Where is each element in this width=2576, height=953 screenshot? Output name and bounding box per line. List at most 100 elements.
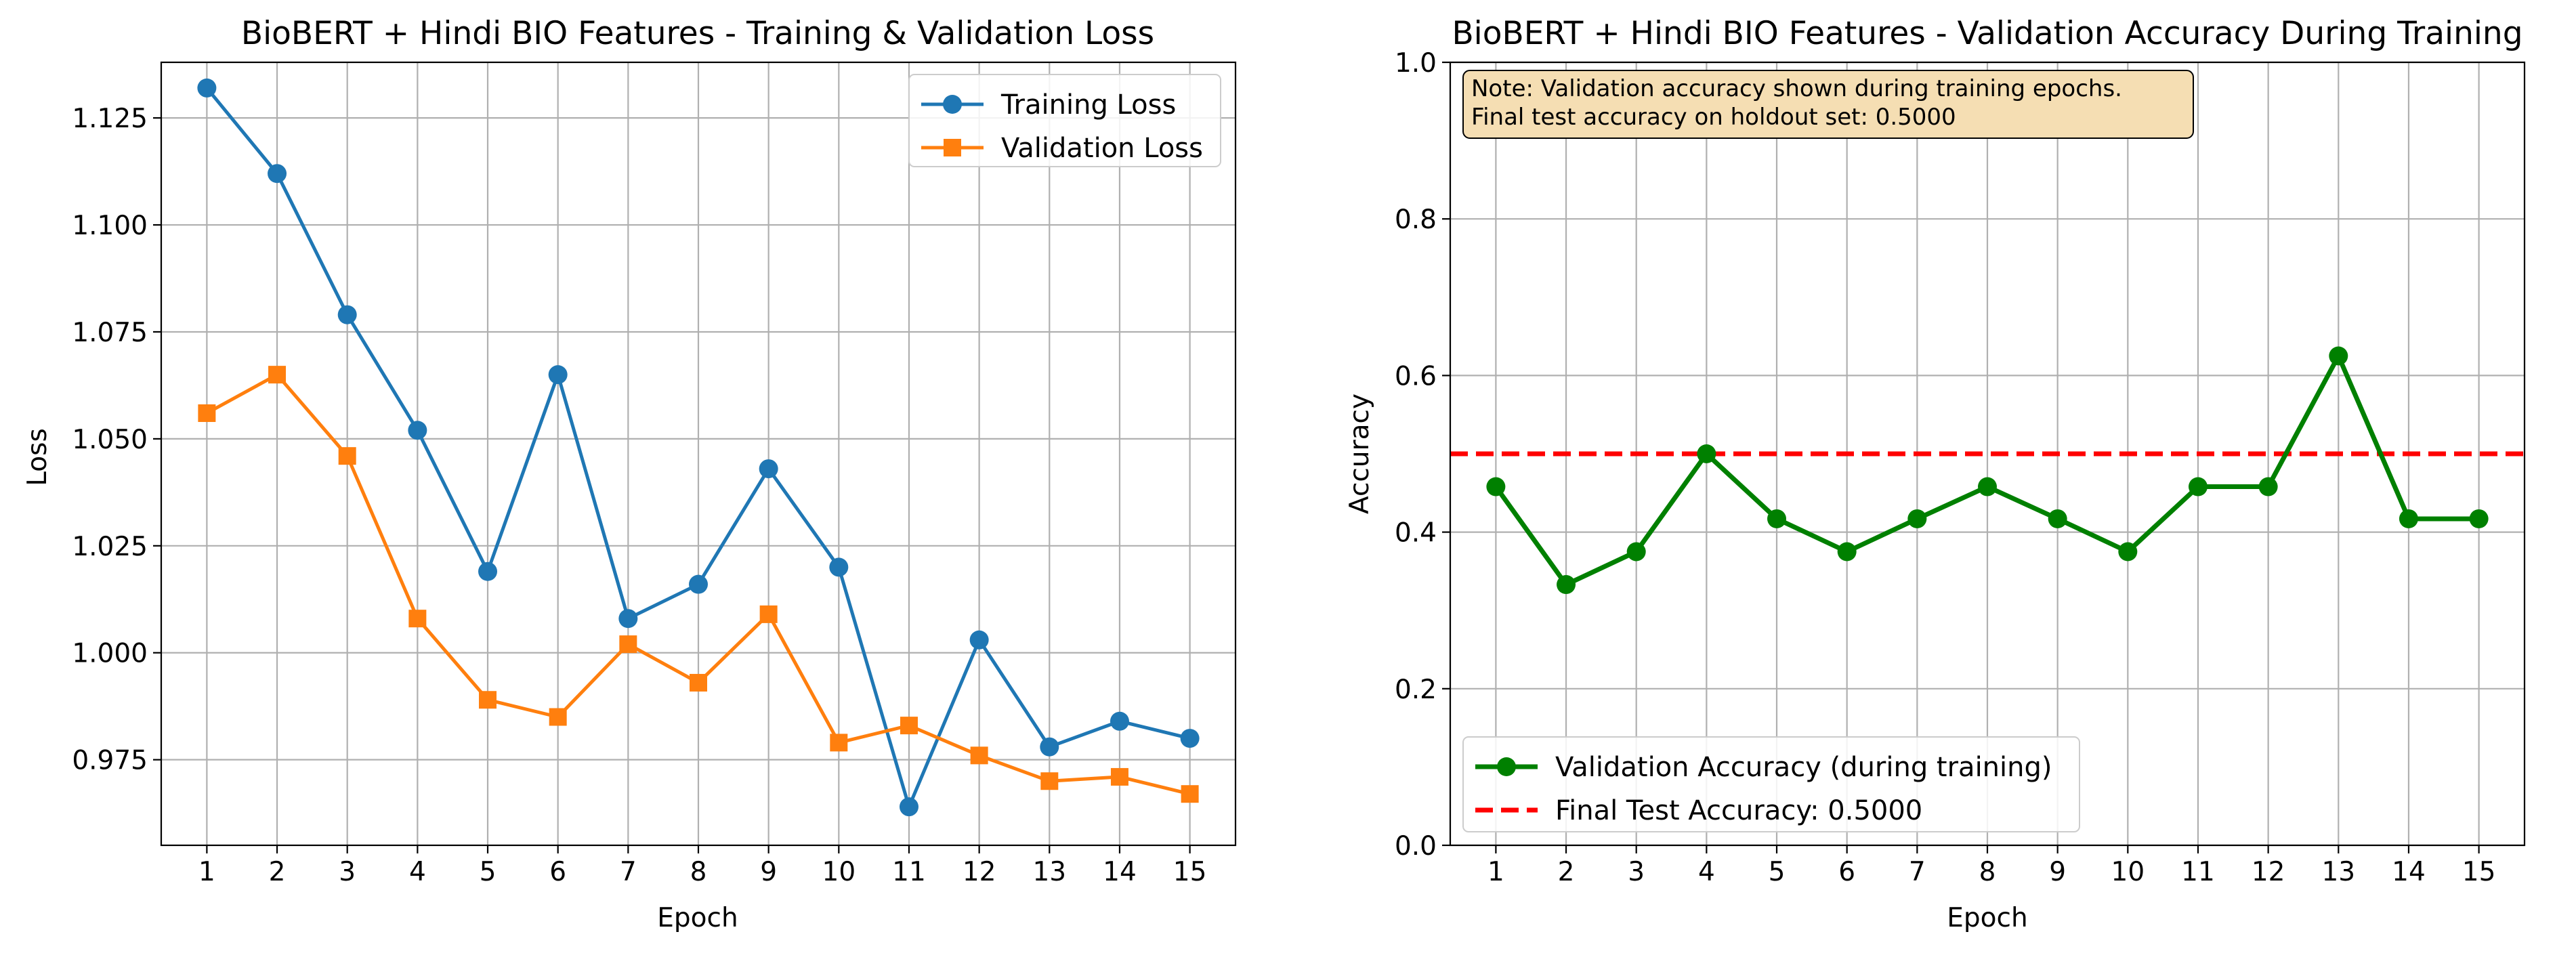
loss-series-0-point <box>969 630 989 650</box>
loss-series-0-point <box>197 78 217 98</box>
loss-legend-label: Validation Loss <box>1001 133 1203 164</box>
accuracy-series-0-point <box>2258 477 2278 496</box>
loss-series-0-point <box>759 459 778 479</box>
loss-series-1-point <box>198 404 216 422</box>
accuracy-ytick-label: 0.8 <box>1395 205 1437 235</box>
loss-series-1-point <box>408 610 427 628</box>
loss-series-0-point <box>1040 737 1059 757</box>
loss-series-0-point <box>268 164 287 184</box>
loss-xtick-label: 8 <box>690 857 707 887</box>
loss-series-1-point <box>549 708 567 726</box>
loss-xtick-label: 2 <box>269 857 286 887</box>
accuracy-xtick-label: 13 <box>2321 857 2355 887</box>
accuracy-series-0-point <box>1837 542 1857 562</box>
loss-series-0-point <box>899 797 919 817</box>
accuracy-series-0-point <box>2118 542 2138 562</box>
loss-ytick-label: 1.125 <box>72 104 148 134</box>
accuracy-xtick-label: 2 <box>1558 857 1575 887</box>
accuracy-series-0-point <box>1907 509 1927 528</box>
loss-series-1-point <box>690 673 707 692</box>
loss-xtick-label: 12 <box>963 857 996 887</box>
accuracy-xtick-label: 3 <box>1628 857 1645 887</box>
loss-ytick-label: 1.025 <box>72 532 148 562</box>
note-box <box>1462 70 2194 139</box>
accuracy-legend-label: Final Test Accuracy: 0.5000 <box>1555 795 1922 826</box>
accuracy-xtick-label: 14 <box>2392 857 2426 887</box>
loss-xtick-label: 14 <box>1103 857 1137 887</box>
accuracy-legend-label: Validation Accuracy (during training) <box>1555 752 2052 783</box>
loss-ytick-label: 0.975 <box>72 746 148 776</box>
loss-chart-ylabel: Loss <box>22 428 53 486</box>
loss-legend-marker <box>943 95 962 114</box>
loss-series-0-point <box>618 609 638 629</box>
accuracy-legend-marker <box>1497 757 1516 776</box>
note-line-1: Note: Validation accuracy shown during t… <box>1471 75 2122 102</box>
accuracy-xtick-label: 9 <box>2049 857 2066 887</box>
accuracy-xtick-label: 6 <box>1838 857 1855 887</box>
note-line-2: Final test accuracy on holdout set: 0.50… <box>1471 104 1956 131</box>
loss-legend-label: Training Loss <box>1000 89 1176 121</box>
loss-xtick-label: 7 <box>620 857 637 887</box>
loss-series-1-point <box>970 746 988 765</box>
loss-series-1-point <box>619 635 637 654</box>
loss-xtick-label: 11 <box>892 857 926 887</box>
accuracy-series-0-point <box>1767 509 1787 528</box>
loss-series-1-point <box>759 605 778 623</box>
loss-chart-legend: Training Loss Validation Loss <box>908 74 1221 167</box>
loss-xtick-label: 1 <box>198 857 215 887</box>
accuracy-legend-box <box>1462 736 2080 832</box>
accuracy-series-0-point <box>1557 575 1576 595</box>
accuracy-xtick-label: 4 <box>1698 857 1715 887</box>
loss-xtick-label: 13 <box>1032 857 1066 887</box>
loss-xtick-label: 4 <box>409 857 426 887</box>
loss-series-1-point <box>1110 767 1128 786</box>
loss-series-1-point <box>268 366 287 384</box>
accuracy-series-0-point <box>2188 477 2208 496</box>
accuracy-series-0-point <box>1486 477 1506 496</box>
accuracy-ytick-label: 0.0 <box>1395 831 1437 862</box>
accuracy-xtick-label: 11 <box>2181 857 2215 887</box>
loss-xtick-label: 15 <box>1173 857 1207 887</box>
loss-xtick-label: 6 <box>549 857 566 887</box>
loss-xtick-label: 10 <box>822 857 856 887</box>
loss-series-0-point <box>337 305 357 324</box>
loss-series-1-point <box>830 734 848 752</box>
accuracy-chart-note: Note: Validation accuracy shown during t… <box>1462 70 2194 139</box>
accuracy-xtick-label: 15 <box>2462 857 2496 887</box>
accuracy-chart: BioBERT + Hindi BIO Features - Validatio… <box>1345 15 2526 933</box>
loss-ytick-label: 1.000 <box>72 639 148 669</box>
loss-series-0-point <box>829 557 849 577</box>
loss-xtick-label: 3 <box>339 857 356 887</box>
accuracy-ytick-label: 0.2 <box>1395 675 1437 705</box>
loss-xtick-label: 9 <box>760 857 777 887</box>
accuracy-series-0-point <box>2329 346 2348 366</box>
accuracy-chart-ylabel: Accuracy <box>1345 394 1375 514</box>
loss-chart-title: BioBERT + Hindi BIO Features - Training … <box>241 15 1154 52</box>
accuracy-series-0-point <box>1626 542 1646 562</box>
loss-series-0-point <box>548 365 568 385</box>
loss-series-0-point <box>1110 711 1129 731</box>
accuracy-xtick-label: 1 <box>1487 857 1504 887</box>
loss-ytick-label: 1.075 <box>72 318 148 348</box>
accuracy-xtick-label: 5 <box>1769 857 1786 887</box>
loss-series-1-point <box>338 447 356 465</box>
accuracy-series-0-point <box>1978 477 1997 496</box>
loss-series-1-point <box>1181 785 1199 803</box>
accuracy-series-0-point <box>2399 509 2418 528</box>
accuracy-series-0-point <box>2469 509 2489 528</box>
accuracy-chart-legend: Validation Accuracy (during training) Fin… <box>1462 736 2080 832</box>
accuracy-series-0-point <box>2048 509 2067 528</box>
accuracy-xtick-label: 10 <box>2111 857 2145 887</box>
accuracy-ytick-label: 0.6 <box>1395 361 1437 391</box>
accuracy-chart-title: BioBERT + Hindi BIO Features - Validatio… <box>1452 15 2522 52</box>
loss-ytick-label: 1.050 <box>72 425 148 455</box>
loss-series-0-point <box>408 421 427 440</box>
loss-ytick-label: 1.100 <box>72 211 148 241</box>
loss-chart-xlabel: Epoch <box>657 903 738 933</box>
loss-series-0-point <box>689 574 708 594</box>
loss-legend-marker <box>944 139 961 156</box>
accuracy-ytick-label: 0.4 <box>1395 518 1437 549</box>
accuracy-xtick-label: 7 <box>1909 857 1926 887</box>
loss-xtick-label: 5 <box>480 857 497 887</box>
